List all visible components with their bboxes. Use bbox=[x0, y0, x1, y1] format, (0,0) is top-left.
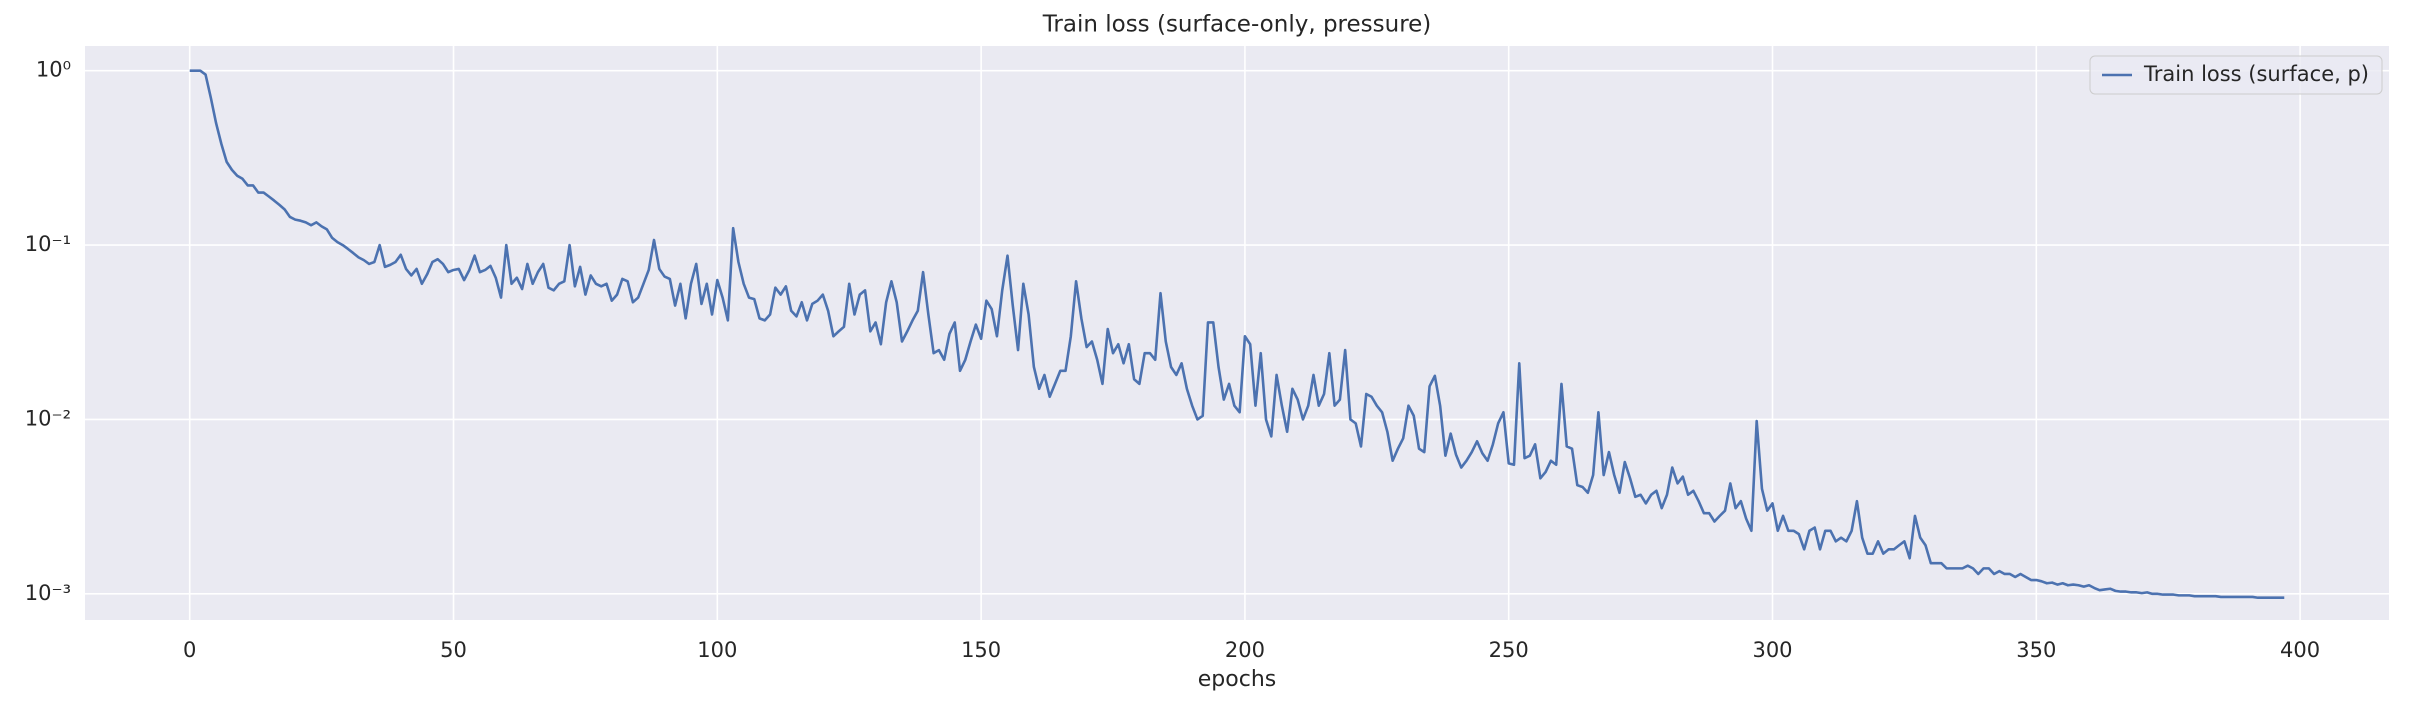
y-tick-label: 10⁻³ bbox=[25, 581, 71, 605]
grid bbox=[85, 46, 2389, 620]
x-tick-label: 350 bbox=[2016, 638, 2056, 662]
x-tick-label: 0 bbox=[183, 638, 196, 662]
legend-label: Train loss (surface, p) bbox=[2143, 62, 2369, 86]
x-axis-label: epochs bbox=[1198, 667, 1276, 692]
marks bbox=[189, 69, 2285, 600]
x-tick-label: 150 bbox=[961, 638, 1001, 662]
y-tick-label: 10⁰ bbox=[36, 58, 71, 82]
x-tick-label: 200 bbox=[1225, 638, 1265, 662]
x-tick-label: 400 bbox=[2280, 638, 2320, 662]
x-tick-label: 100 bbox=[697, 638, 737, 662]
chart-title: Train loss (surface-only, pressure) bbox=[1042, 12, 1432, 38]
x-tick-label: 250 bbox=[1489, 638, 1529, 662]
plot-area bbox=[85, 46, 2389, 620]
x-tick-label: 50 bbox=[440, 638, 467, 662]
line-series bbox=[189, 69, 2285, 600]
legend-box bbox=[2089, 55, 2383, 95]
x-tick-label: 300 bbox=[1752, 638, 1792, 662]
y-tick-label: 10⁻² bbox=[25, 406, 71, 430]
y-tick-label: 10⁻¹ bbox=[25, 232, 71, 256]
